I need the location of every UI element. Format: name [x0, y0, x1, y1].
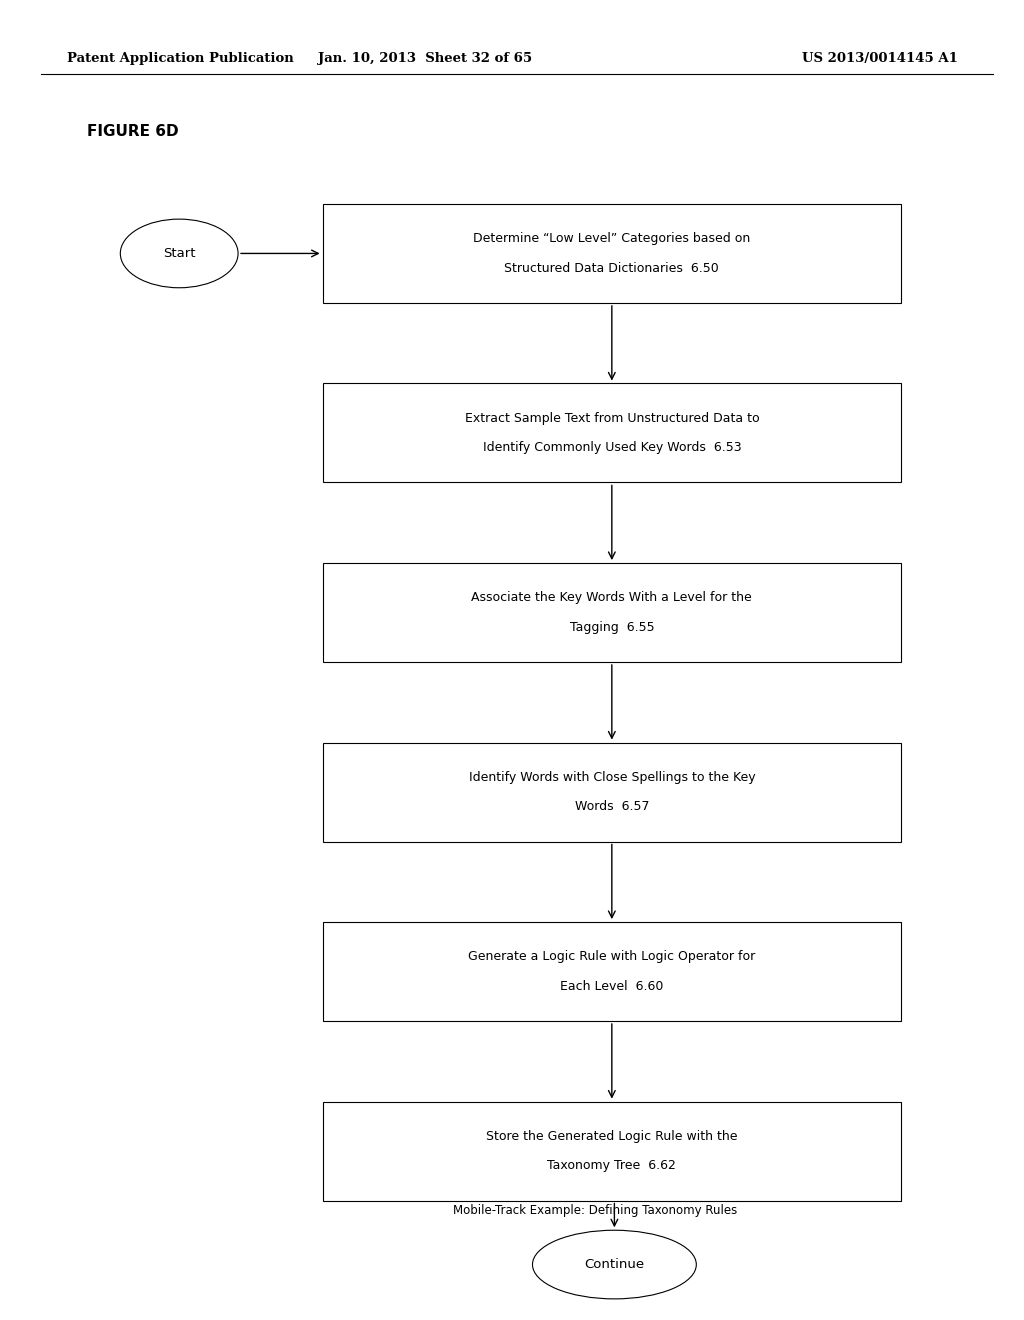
- Text: Start: Start: [163, 247, 196, 260]
- Text: Determine “Low Level” Categories based on: Determine “Low Level” Categories based o…: [473, 232, 751, 246]
- Text: Identify Words with Close Spellings to the Key: Identify Words with Close Spellings to t…: [469, 771, 755, 784]
- Text: Taxonomy Tree  6.62: Taxonomy Tree 6.62: [548, 1159, 676, 1172]
- Text: Tagging  6.55: Tagging 6.55: [569, 620, 654, 634]
- Bar: [323, 383, 901, 482]
- Ellipse shape: [532, 1230, 696, 1299]
- Text: Structured Data Dictionaries  6.50: Structured Data Dictionaries 6.50: [505, 261, 719, 275]
- Ellipse shape: [121, 219, 238, 288]
- Text: Extract Sample Text from Unstructured Data to: Extract Sample Text from Unstructured Da…: [465, 412, 759, 425]
- Bar: [323, 1101, 901, 1201]
- Text: Each Level  6.60: Each Level 6.60: [560, 979, 664, 993]
- Text: Store the Generated Logic Rule with the: Store the Generated Logic Rule with the: [486, 1130, 737, 1143]
- Text: Patent Application Publication: Patent Application Publication: [67, 51, 293, 65]
- Text: Mobile-Track Example: Defining Taxonomy Rules: Mobile-Track Example: Defining Taxonomy …: [453, 1204, 737, 1217]
- Bar: [323, 205, 901, 302]
- Bar: [323, 921, 901, 1022]
- Text: US 2013/0014145 A1: US 2013/0014145 A1: [802, 51, 957, 65]
- Text: Continue: Continue: [585, 1258, 644, 1271]
- Text: Jan. 10, 2013  Sheet 32 of 65: Jan. 10, 2013 Sheet 32 of 65: [317, 51, 532, 65]
- Bar: [323, 562, 901, 661]
- Text: Generate a Logic Rule with Logic Operator for: Generate a Logic Rule with Logic Operato…: [468, 950, 756, 964]
- Bar: [323, 742, 901, 842]
- Text: Words  6.57: Words 6.57: [574, 800, 649, 813]
- Text: Associate the Key Words With a Level for the: Associate the Key Words With a Level for…: [471, 591, 753, 605]
- Text: FIGURE 6D: FIGURE 6D: [87, 124, 178, 140]
- Text: Identify Commonly Used Key Words  6.53: Identify Commonly Used Key Words 6.53: [482, 441, 741, 454]
